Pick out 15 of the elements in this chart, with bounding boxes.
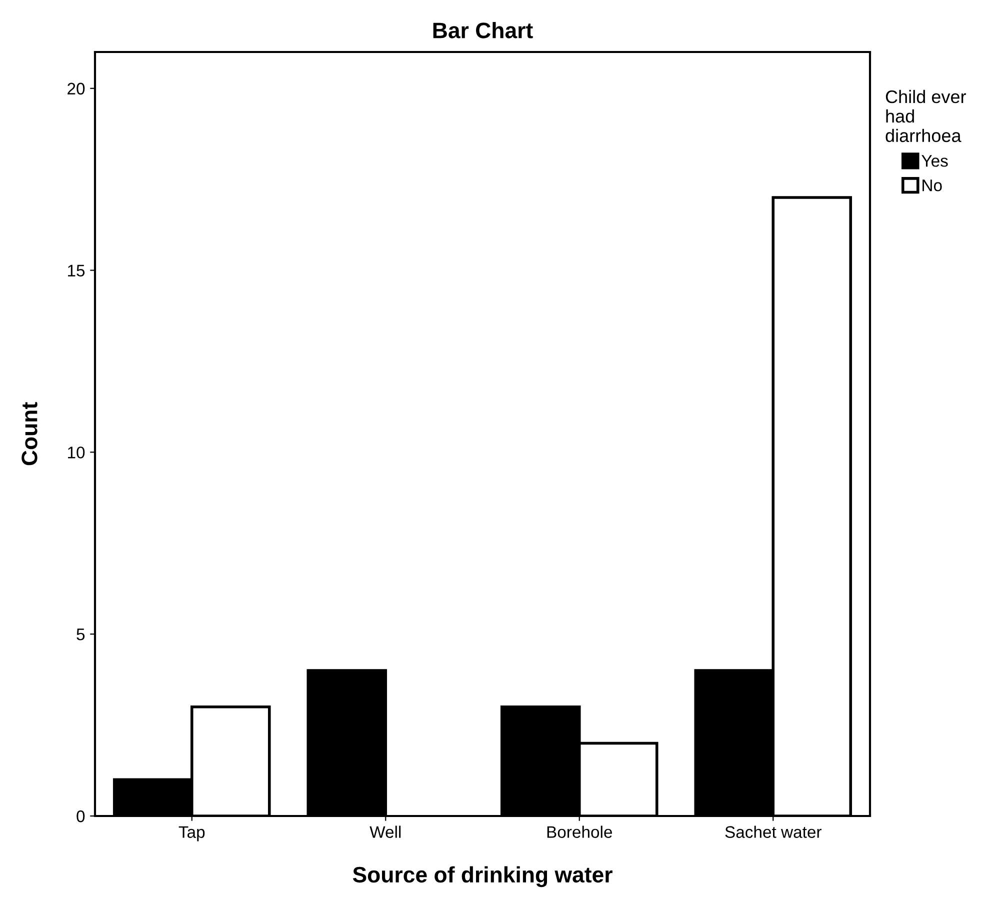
x-tick-label: Tap bbox=[178, 826, 205, 842]
y-tick-label: 15 bbox=[68, 264, 85, 276]
x-tick-label: Sachet water bbox=[725, 826, 822, 838]
x-tick-label: Borehole bbox=[547, 826, 612, 838]
y-tick-label: 0 bbox=[76, 810, 85, 822]
legend-label: Yes bbox=[922, 155, 948, 167]
y-tick-label: 20 bbox=[68, 82, 85, 95]
chart-title: Bar Chart bbox=[433, 22, 533, 38]
y-tick-label: 5 bbox=[76, 628, 85, 640]
x-axis-title: Source of drinking water bbox=[352, 866, 612, 888]
x-tick-label: Well bbox=[370, 826, 401, 838]
y-tick-label: 10 bbox=[68, 446, 85, 458]
legend-label: No bbox=[922, 180, 942, 192]
legend-title: Child ever had diarrhoea bbox=[886, 90, 966, 142]
y-axis-title: Count bbox=[22, 402, 38, 466]
